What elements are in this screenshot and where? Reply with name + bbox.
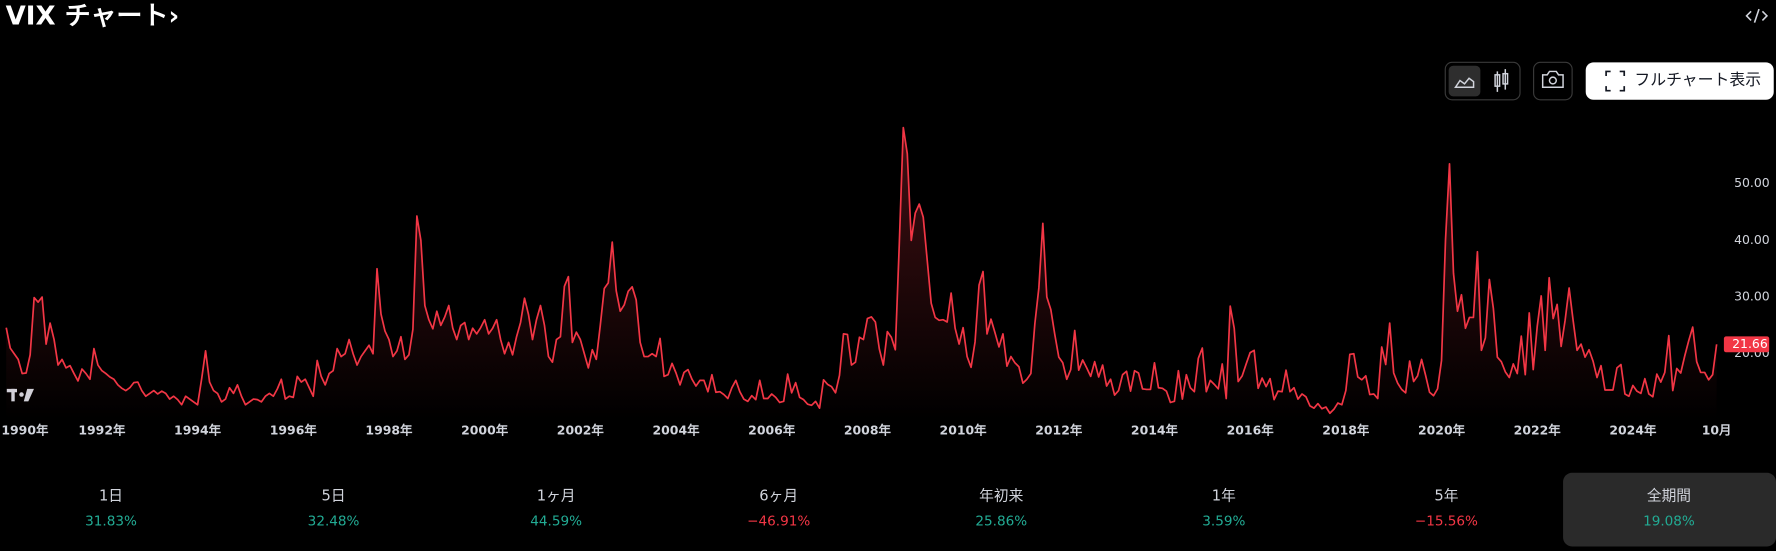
snapshot-button[interactable] (1533, 61, 1573, 101)
period-label: 5日 (322, 488, 346, 505)
area-icon (1454, 77, 1475, 89)
x-tick-label: 2000年 (461, 422, 509, 437)
period-change: 25.86% (975, 514, 1027, 530)
last-price-label: 21.66 (1732, 336, 1768, 351)
period-change: 3.59% (1202, 514, 1245, 530)
candle-style-button[interactable] (1494, 69, 1509, 92)
period-tab[interactable]: 5年 −15.56% (1415, 488, 1478, 530)
area-fill (6, 127, 1717, 420)
period-tab[interactable]: 6ヶ月 −46.91% (747, 488, 810, 530)
y-tick-label: 40.00 (1734, 232, 1770, 247)
x-tick-label: 1994年 (174, 422, 222, 437)
period-label: 年初来 (979, 488, 1023, 505)
chart-style-group (1444, 61, 1521, 101)
period-change: 44.59% (530, 514, 582, 530)
full-chart-button[interactable]: フルチャート表示 (1585, 62, 1774, 100)
x-tick-label: 2004年 (652, 422, 700, 437)
period-change: −46.91% (747, 514, 810, 530)
x-tick-label: 2006年 (748, 422, 796, 437)
x-tick-label: 2012年 (1035, 422, 1083, 437)
x-tick-label: 2008年 (844, 422, 892, 437)
last-price-tag (1723, 336, 1770, 353)
x-tick-label: 2010年 (940, 422, 988, 437)
period-label: 1日 (99, 488, 123, 505)
x-tick-label: 1998年 (365, 422, 413, 437)
x-tick-label: 2022年 (1514, 422, 1562, 437)
x-tick-label: 2020年 (1418, 422, 1466, 437)
y-tick-label: 30.00 (1734, 289, 1770, 304)
period-tab[interactable]: 1ヶ月 44.59% (530, 488, 582, 530)
x-tick-label: 10月 (1702, 422, 1732, 437)
period-label: 5年 (1434, 488, 1458, 505)
period-tab[interactable]: 1日 31.83% (85, 488, 137, 530)
x-tick-label: 1996年 (270, 422, 318, 437)
period-tab[interactable]: 5日 32.48% (308, 488, 360, 530)
x-tick-label: 2002年 (557, 422, 605, 437)
full-chart-label: フルチャート表示 (1634, 70, 1761, 89)
x-tick-label: 2024年 (1609, 422, 1657, 437)
period-label: 1ヶ月 (537, 488, 576, 505)
embed-icon[interactable] (1745, 8, 1769, 23)
x-tick-label: 2018年 (1322, 422, 1370, 437)
period-tab[interactable]: 1年 3.59% (1202, 488, 1245, 530)
title[interactable]: VIX チャート› (6, 1, 180, 31)
period-change: −15.56% (1415, 514, 1478, 530)
period-tab[interactable]: 年初来 25.86% (975, 488, 1027, 530)
x-tick-label: 2014年 (1131, 422, 1179, 437)
y-tick-label: 50.00 (1734, 175, 1770, 190)
x-tick-label: 2016年 (1227, 422, 1275, 437)
area-style-button[interactable] (1448, 65, 1481, 97)
period-label: 6ヶ月 (759, 488, 798, 505)
period-label: 1年 (1212, 488, 1236, 505)
price-line (5, 126, 1718, 415)
period-change: 19.08% (1643, 514, 1695, 530)
x-tick-label: 1992年 (78, 422, 126, 437)
period-tab[interactable]: 全期間 19.08% (1563, 472, 1776, 547)
period-change: 32.48% (308, 514, 360, 530)
period-change: 31.83% (85, 514, 137, 530)
period-label: 全期間 (1647, 487, 1691, 505)
x-tick-label: 1990年 (1, 422, 49, 437)
period-selected-bg (1563, 472, 1776, 547)
